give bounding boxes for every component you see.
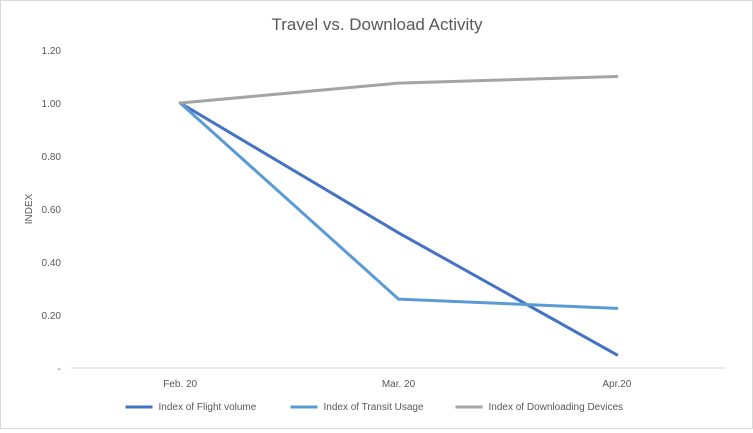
y-tick-label: 0.20: [42, 311, 62, 322]
legend-label: Index of Flight volume: [159, 402, 257, 413]
x-tick-label: Feb. 20: [163, 379, 197, 390]
legend: Index of Flight volume Index of Transit U…: [125, 402, 624, 413]
series-line-1: [178, 101, 619, 357]
y-tick-label: 0.80: [42, 152, 62, 163]
y-axis-label: INDEX: [24, 193, 35, 224]
legend-item: Index of Transit Usage: [290, 402, 424, 413]
y-tick-label: 0.60: [42, 205, 62, 216]
y-tick-label: 0.40: [42, 258, 62, 269]
legend-item: Index of Downloading Devices: [455, 402, 624, 413]
legend-label: Index of Downloading Devices: [489, 402, 624, 413]
chart-title: Travel vs. Download Activity: [272, 15, 483, 34]
y-tick-label: -: [58, 364, 61, 375]
y-tick-label: 1.00: [42, 99, 62, 110]
legend-item: Index of Flight volume: [125, 402, 257, 413]
x-tick-label: Apr.20: [602, 379, 631, 390]
y-tick-label: 1.20: [42, 46, 62, 57]
series-lines: [178, 75, 619, 357]
x-tick-label: Mar. 20: [382, 379, 416, 390]
legend-label: Index of Transit Usage: [324, 402, 424, 413]
x-axis-ticks: Feb. 20 Mar. 20 Apr.20: [163, 379, 632, 390]
series-line-2: [178, 101, 619, 310]
series-line-3: [178, 75, 619, 105]
y-axis-ticks: - 0.20 0.40 0.60 0.80 1.00 1.20: [42, 46, 62, 375]
